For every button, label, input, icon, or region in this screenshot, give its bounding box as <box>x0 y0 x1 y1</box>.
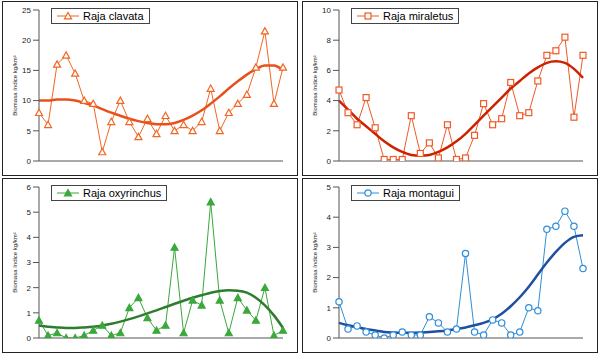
svg-text:15: 15 <box>22 66 31 75</box>
svg-text:Biomasa índice kg/km²: Biomasa índice kg/km² <box>312 232 318 293</box>
svg-text:5: 5 <box>27 127 32 136</box>
svg-text:5: 5 <box>327 183 332 192</box>
svg-text:0: 0 <box>27 334 32 343</box>
svg-text:Biomasa índice kg/km²: Biomasa índice kg/km² <box>12 232 18 293</box>
svg-text:1: 1 <box>27 309 32 318</box>
svg-text:3: 3 <box>27 258 32 267</box>
svg-text:20: 20 <box>22 36 31 45</box>
svg-text:2: 2 <box>327 273 332 282</box>
svg-text:25: 25 <box>22 6 31 15</box>
svg-text:6: 6 <box>27 183 32 192</box>
svg-text:4: 4 <box>327 96 332 105</box>
html-text:Raja oxyrinchus: Raja oxyrinchus <box>83 187 162 199</box>
svg-text:6: 6 <box>327 66 332 75</box>
svg-text:0: 0 <box>327 334 332 343</box>
svg-text:Biomasa índice kg/km²: Biomasa índice kg/km² <box>312 55 318 116</box>
svg-text:1: 1 <box>327 304 332 313</box>
svg-text:2: 2 <box>327 127 332 136</box>
html-text:Raja montagui: Raja montagui <box>383 187 454 199</box>
svg-text:10: 10 <box>22 96 31 105</box>
svg-text:Biomasa índice kg/km²: Biomasa índice kg/km² <box>12 55 18 116</box>
svg-text:10: 10 <box>322 6 331 15</box>
svg-text:8: 8 <box>327 36 332 45</box>
svg-text:5: 5 <box>27 208 32 217</box>
svg-text:2: 2 <box>27 284 32 293</box>
svg-text:0: 0 <box>27 157 32 166</box>
svg-text:0: 0 <box>327 157 332 166</box>
svg-text:3: 3 <box>327 243 332 252</box>
svg-text:4: 4 <box>327 213 332 222</box>
html-text:Raja clavata: Raja clavata <box>83 10 144 22</box>
svg-text:4: 4 <box>27 233 32 242</box>
html-text:Raja miraletus: Raja miraletus <box>383 10 454 22</box>
